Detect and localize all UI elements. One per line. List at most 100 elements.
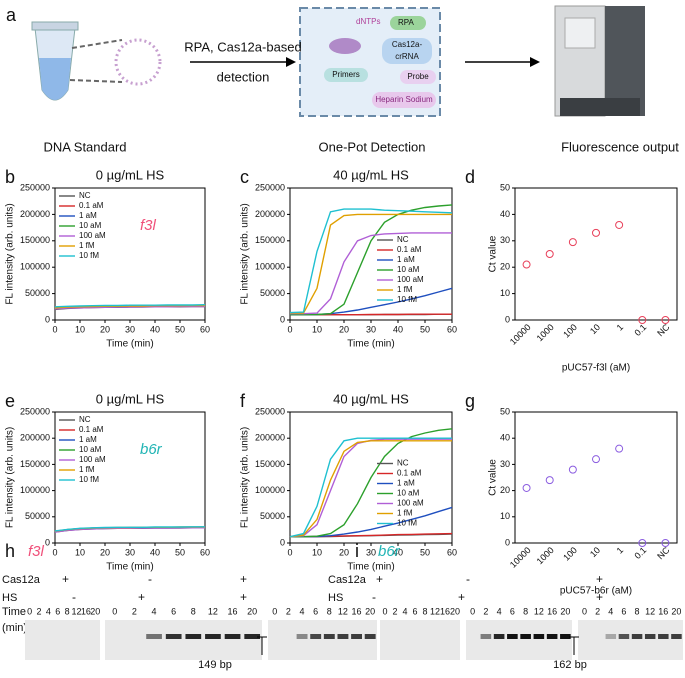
y-tick-label: 150000	[20, 235, 50, 245]
x-tick-label: 1	[615, 545, 626, 556]
legend-label: 100 aM	[79, 455, 106, 464]
y-tick-label: 100000	[255, 262, 285, 272]
y-tick-label: 30	[500, 459, 510, 469]
x-tick-label: 30	[366, 324, 376, 334]
lane-label: 6	[412, 606, 417, 616]
gel-band	[658, 634, 669, 639]
lane-label: 16	[81, 606, 91, 616]
y-axis-label: FL intensity (arb. units)	[5, 203, 16, 304]
x-tick-label: NC	[655, 322, 672, 339]
legend-label: 10 aM	[397, 265, 420, 274]
x-tick-label: 20	[339, 547, 349, 557]
series-line	[54, 305, 205, 310]
x-tick-label: 50	[420, 547, 430, 557]
gel-band	[323, 634, 335, 639]
legend-label: NC	[397, 459, 409, 468]
legend-label: 100 aM	[397, 275, 424, 284]
lane-label: 8	[523, 606, 528, 616]
data-point	[638, 316, 647, 324]
tube-liquid	[39, 58, 71, 100]
legend-label: 10 aM	[79, 221, 102, 230]
cas12a-sign: +	[62, 572, 69, 586]
lane-label: 2	[37, 606, 42, 616]
legend-label: 0.1 aM	[79, 425, 104, 434]
data-point	[568, 465, 577, 474]
chart-title: 40 µg/mL HS	[333, 391, 409, 406]
x-tick-label: 50	[175, 324, 185, 334]
x-tick-label: 10	[588, 322, 602, 336]
hs-sign: -	[72, 590, 76, 604]
lane-label: 12	[645, 606, 655, 616]
lane-label: 8	[422, 606, 427, 616]
lane-label: 20	[671, 606, 681, 616]
x-tick-label: 1	[615, 322, 626, 333]
lane-label: 2	[132, 606, 137, 616]
panel-letter: c	[240, 167, 249, 187]
legend-label: 10 fM	[397, 519, 417, 528]
legend-label: 1 fM	[397, 285, 413, 294]
gel-band	[351, 634, 363, 639]
gel-band	[165, 634, 182, 639]
lane-label: 8	[65, 606, 70, 616]
x-tick-label: 1000	[535, 545, 556, 566]
data-point	[615, 444, 624, 453]
data-point	[545, 250, 554, 258]
lane-label: 16	[658, 606, 668, 616]
gel-band	[146, 634, 162, 639]
legend-label: 1 fM	[79, 465, 95, 474]
y-tick-label: 50000	[25, 288, 50, 298]
legend-label: 1 aM	[79, 211, 97, 220]
lane-label: 6	[313, 606, 318, 616]
x-axis-label: pUC57-f3l (aM)	[562, 363, 630, 374]
x-tick-label: 20	[339, 324, 349, 334]
gel-band	[337, 634, 349, 639]
panel-letter: d	[465, 167, 475, 187]
plasmid	[114, 38, 162, 86]
y-tick-label: 0	[505, 537, 510, 547]
pill	[382, 38, 432, 64]
y-axis-label: FL intensity (arb. units)	[240, 427, 251, 528]
y-tick-label: 0	[280, 314, 285, 324]
zoom-line	[71, 39, 123, 49]
legend-label: 0.1 aM	[397, 469, 422, 478]
series-line	[54, 304, 206, 308]
instrument	[605, 6, 645, 116]
band-size: 162 bp	[553, 659, 587, 671]
legend-label: 10 fM	[397, 295, 417, 304]
pill	[324, 68, 368, 82]
gel-band	[296, 634, 308, 639]
data-point	[661, 316, 670, 324]
legend-label: 10 fM	[79, 475, 99, 484]
y-tick-label: 250000	[255, 406, 285, 416]
pill	[372, 92, 436, 108]
series-line	[54, 526, 205, 532]
legend-label: NC	[79, 415, 91, 424]
y-tick-label: 20	[500, 262, 510, 272]
hs-sign: +	[240, 590, 247, 604]
lane-label: 12	[72, 606, 82, 616]
x-tick-label: 0	[52, 324, 57, 334]
x-tick-label: 100	[561, 545, 579, 563]
y-tick-label: 100000	[20, 485, 50, 495]
tube-cap	[31, 21, 79, 31]
chart-title: 40 µg/mL HS	[333, 167, 409, 182]
y-tick-label: 40	[500, 433, 510, 443]
legend-label: 0.1 aM	[79, 201, 104, 210]
panel-letter: a	[6, 5, 17, 25]
lane-label: 20	[450, 606, 460, 616]
gel-band	[244, 634, 261, 639]
y-tick-label: 10	[500, 288, 510, 298]
gel-band	[185, 634, 202, 639]
instrument-panel	[564, 17, 596, 49]
instrument-base	[560, 98, 640, 116]
gel-band	[480, 634, 492, 639]
box-item: dNTPs	[356, 17, 380, 26]
data-point	[592, 455, 600, 464]
caption: One-Pot Detection	[319, 139, 426, 154]
y-tick-label: 150000	[255, 235, 285, 245]
y-axis-label: Ct value	[488, 459, 499, 496]
series-line	[289, 208, 453, 314]
x-tick-label: 50	[175, 547, 185, 557]
legend-label: 10 aM	[397, 489, 420, 498]
y-axis-label: FL intensity (arb. units)	[5, 427, 16, 528]
